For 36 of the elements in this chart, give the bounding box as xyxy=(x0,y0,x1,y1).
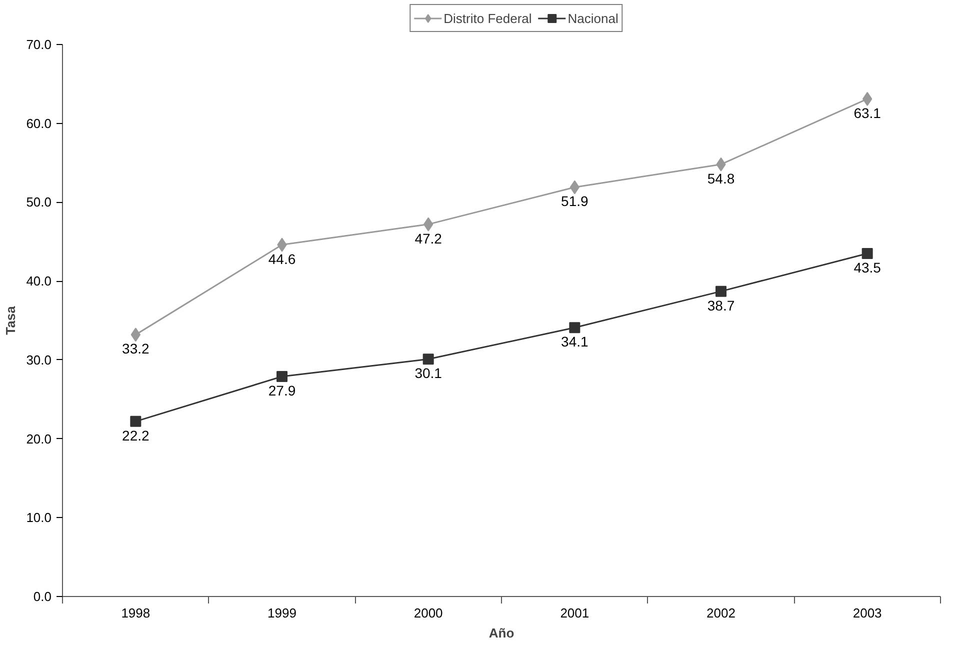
data-label: 30.1 xyxy=(414,365,442,382)
x-tick-label: 1998 xyxy=(121,606,150,620)
data-label: 34.1 xyxy=(561,334,589,350)
legend-label: Distrito Federal xyxy=(444,10,532,26)
point xyxy=(569,322,580,334)
y-tick-label: 70.0 xyxy=(26,37,52,52)
point xyxy=(716,286,726,297)
y-tick-label: 30.0 xyxy=(26,352,52,368)
y-tick-label: 10.0 xyxy=(26,510,52,526)
y-tick-label: 20.0 xyxy=(26,431,52,446)
x-tick-label: 2000 xyxy=(414,606,443,620)
data-label: 63.1 xyxy=(854,104,882,121)
x-tick-label: 2001 xyxy=(560,606,590,620)
y-tick-label: 50.0 xyxy=(26,194,52,210)
point xyxy=(276,370,288,382)
data-label: 38.7 xyxy=(707,297,735,314)
data-label: 43.5 xyxy=(854,259,882,276)
point xyxy=(130,416,142,427)
y-axis-title: Tasa xyxy=(3,305,18,335)
data-label: 51.9 xyxy=(561,193,589,210)
data-label: 54.8 xyxy=(707,170,735,186)
y-tick-label: 0.0 xyxy=(33,589,52,604)
data-label: 33.2 xyxy=(122,340,150,357)
legend-label: Nacional xyxy=(568,10,618,26)
y-tick-label: 60.0 xyxy=(26,116,52,131)
data-label: 22.2 xyxy=(122,427,150,444)
y-tick-label: 40.0 xyxy=(26,274,52,289)
x-tick-label: 2002 xyxy=(706,606,736,620)
x-tick-label: 1999 xyxy=(268,606,296,620)
x-tick-label: 2003 xyxy=(852,606,882,620)
point xyxy=(862,248,873,259)
x-axis-title: Año xyxy=(488,626,514,640)
data-label: 27.9 xyxy=(268,382,296,398)
data-label: 47.2 xyxy=(414,230,442,246)
data-label: 44.6 xyxy=(268,250,296,267)
point xyxy=(422,354,434,365)
